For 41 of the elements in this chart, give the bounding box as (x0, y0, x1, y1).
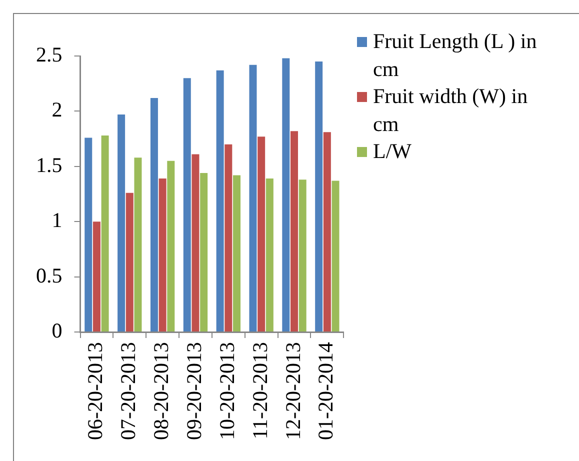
y-tick-label: 1 (52, 208, 62, 232)
y-tick-label: 0.5 (36, 263, 62, 288)
bar (134, 158, 142, 332)
x-tick-label: 11-20-2013 (248, 342, 272, 440)
bar (298, 180, 306, 332)
bar (224, 144, 232, 332)
x-tick-label: 06-20-2013 (83, 342, 108, 440)
bar (118, 114, 126, 332)
bar (200, 173, 208, 332)
bar (232, 175, 240, 332)
bar (216, 70, 224, 332)
bar (282, 58, 290, 332)
legend-label: L/W (373, 138, 412, 165)
bar (84, 138, 92, 332)
bar (332, 180, 340, 332)
y-tick-label: 2.5 (36, 42, 62, 67)
bar (158, 178, 166, 332)
bar (323, 132, 331, 332)
x-tick-label: 07-20-2013 (116, 342, 140, 440)
y-tick-label: 1.5 (36, 152, 62, 177)
x-tick-label: 12-20-2013 (280, 342, 305, 440)
x-tick-label: 10-20-2013 (214, 342, 239, 440)
bar (101, 135, 109, 332)
bar (249, 64, 257, 332)
y-tick-label: 2 (52, 98, 62, 122)
legend-label: Fruit Length (L ) in cm (373, 28, 538, 82)
bar (92, 222, 100, 332)
bar (150, 98, 158, 332)
y-tick-label: 0 (52, 318, 62, 343)
bar (183, 78, 191, 332)
bar (258, 136, 266, 332)
bar (315, 62, 323, 332)
bar (126, 192, 134, 332)
bar (290, 131, 298, 332)
x-tick-label: 01-20-2014 (314, 342, 338, 440)
x-tick-label: 08-20-2013 (149, 342, 174, 440)
legend-label: Fruit width (W) in cm (373, 83, 529, 138)
bar (266, 178, 274, 332)
x-tick-label: 09-20-2013 (182, 342, 206, 440)
bar (192, 154, 200, 332)
bar (167, 160, 175, 332)
